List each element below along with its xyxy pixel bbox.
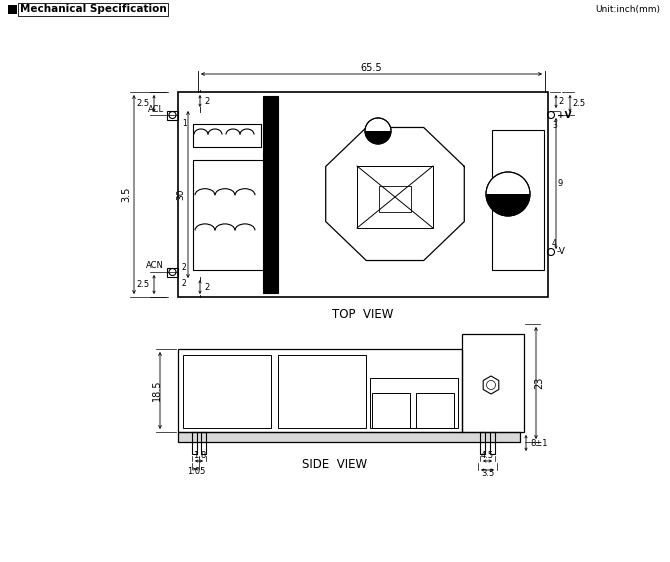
Text: TOP  VIEW: TOP VIEW: [332, 309, 394, 321]
Bar: [178, 432, 520, 442]
Bar: [8, 5, 17, 14]
Text: 4.5: 4.5: [481, 451, 494, 460]
Text: 2: 2: [182, 279, 187, 288]
Text: 2.5: 2.5: [137, 280, 150, 289]
Text: 9: 9: [558, 179, 563, 188]
Text: ACL: ACL: [148, 105, 164, 114]
Text: 3: 3: [552, 120, 557, 129]
Text: 4: 4: [552, 239, 557, 248]
Text: Unit:inch(mm): Unit:inch(mm): [595, 5, 660, 14]
Bar: [192, 432, 197, 454]
Bar: [167, 268, 178, 277]
Bar: [178, 349, 462, 432]
Text: 1: 1: [182, 120, 187, 129]
Text: 65.5: 65.5: [360, 63, 383, 73]
Text: 8±1: 8±1: [530, 438, 547, 447]
Text: 2: 2: [204, 283, 209, 292]
Text: 2.5: 2.5: [572, 99, 585, 108]
Text: 23: 23: [534, 377, 544, 389]
Bar: [357, 166, 433, 228]
Text: 2: 2: [558, 97, 563, 106]
Text: -V: -V: [557, 247, 566, 256]
Circle shape: [365, 118, 391, 144]
Text: Mechanical Specification: Mechanical Specification: [20, 4, 167, 15]
Circle shape: [486, 172, 530, 216]
Text: ACN: ACN: [146, 261, 164, 270]
Bar: [201, 432, 206, 454]
Bar: [492, 130, 544, 270]
Bar: [490, 432, 495, 454]
Text: 2: 2: [182, 262, 187, 271]
Bar: [480, 432, 485, 454]
Bar: [379, 186, 411, 212]
Bar: [193, 160, 268, 270]
Wedge shape: [486, 173, 529, 194]
Bar: [278, 355, 366, 428]
Text: 2.5: 2.5: [137, 99, 150, 108]
Text: +V: +V: [557, 111, 572, 120]
Text: 18.5: 18.5: [152, 380, 162, 401]
Bar: [372, 393, 410, 428]
Bar: [263, 96, 278, 293]
Wedge shape: [366, 119, 391, 131]
Bar: [183, 355, 271, 428]
Text: 1.8: 1.8: [194, 451, 206, 460]
Bar: [193, 124, 261, 147]
Bar: [178, 92, 548, 297]
Text: SIDE  VIEW: SIDE VIEW: [302, 457, 368, 470]
Text: 1.05: 1.05: [188, 468, 206, 477]
Text: 3.5: 3.5: [481, 469, 494, 478]
Bar: [167, 111, 178, 120]
Text: 30: 30: [176, 189, 185, 200]
Bar: [370, 378, 458, 428]
Bar: [462, 334, 524, 432]
Text: 3.5: 3.5: [121, 187, 131, 202]
Bar: [416, 393, 454, 428]
Text: 2: 2: [204, 97, 209, 106]
